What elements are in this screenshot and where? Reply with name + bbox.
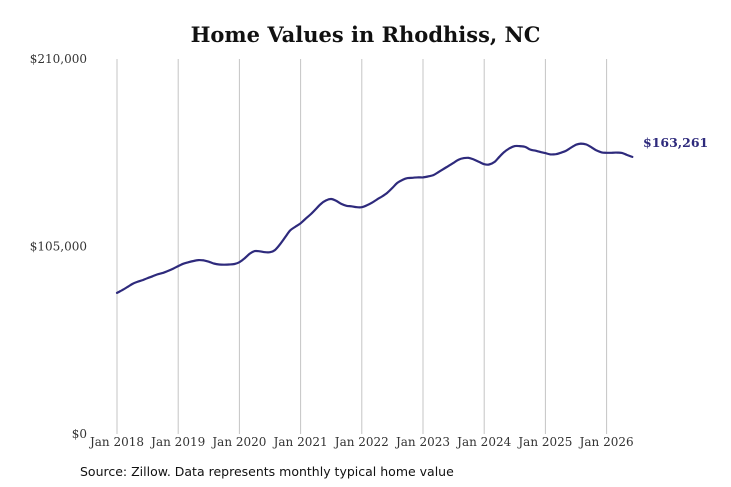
x-tick-label: Jan 2025 <box>516 435 572 449</box>
y-tick-label: $0 <box>72 427 87 441</box>
x-tick-label: Jan 2021 <box>272 435 328 449</box>
x-tick-label: Jan 2019 <box>149 435 205 449</box>
source-note: Source: Zillow. Data represents monthly … <box>80 464 454 479</box>
y-tick-label: $210,000 <box>30 52 87 66</box>
x-tick-label: Jan 2018 <box>88 435 144 449</box>
x-axis: Jan 2018 Jan 2019 Jan 2020 Jan 2021 Jan 2022… <box>88 435 634 449</box>
y-tick-label: $105,000 <box>30 240 87 254</box>
x-tick-label: Jan 2024 <box>455 435 511 449</box>
series-line <box>115 142 634 294</box>
x-tick-label: Jan 2022 <box>333 435 389 449</box>
grid-lines <box>116 59 608 434</box>
x-tick-label: Jan 2026 <box>578 435 634 449</box>
x-tick-label: Jan 2020 <box>210 435 266 449</box>
y-axis: $0 $105,000 $210,000 <box>30 52 87 441</box>
end-value-label: $163,261 <box>643 135 708 150</box>
chart-title: Home Values in Rhodhiss, NC <box>190 22 541 47</box>
x-tick-label: Jan 2023 <box>394 435 450 449</box>
